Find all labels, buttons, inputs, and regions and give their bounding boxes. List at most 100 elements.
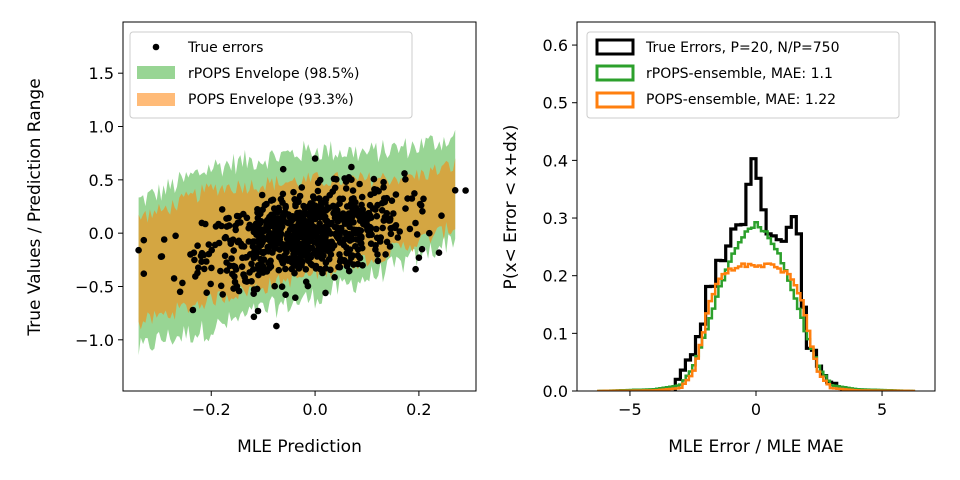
scatter-point xyxy=(255,224,263,232)
legend-swatch-true-errors-hist xyxy=(595,38,635,56)
scatter-point xyxy=(243,253,250,261)
scatter-point xyxy=(172,232,179,240)
scatter-point xyxy=(365,215,372,223)
scatter-point xyxy=(406,225,414,233)
scatter-point xyxy=(370,175,378,183)
scatter-point xyxy=(348,176,355,183)
scatter-point xyxy=(198,219,206,227)
legend-marker-true-errors xyxy=(152,43,160,51)
scatter-point xyxy=(380,184,387,191)
scatter-point xyxy=(378,207,386,214)
scatter-point xyxy=(208,264,215,272)
scatter-point xyxy=(251,238,259,245)
scatter-point xyxy=(249,266,257,273)
scatter-point xyxy=(282,291,289,299)
scatter-point xyxy=(222,233,229,241)
scatter-point xyxy=(349,252,356,259)
scatter-point xyxy=(329,188,337,195)
scatter-point xyxy=(413,231,421,238)
right-x-tick-label: 5 xyxy=(877,400,887,419)
scatter-point xyxy=(195,264,202,272)
scatter-point xyxy=(291,196,298,203)
legend-label-pops-ensemble: POPS-ensemble, MAE: 1.22 xyxy=(646,92,836,108)
scatter-point xyxy=(390,210,397,217)
right-y-axis-label: P(x< Error < x+dx) xyxy=(501,125,521,290)
scatter-point xyxy=(314,187,322,195)
scatter-point xyxy=(176,288,184,296)
scatter-point xyxy=(250,313,258,321)
scatter-point xyxy=(258,249,266,256)
scatter-point xyxy=(267,263,275,270)
left-x-axis-label: MLE Prediction xyxy=(237,437,362,457)
scatter-point xyxy=(366,223,374,231)
scatter-point xyxy=(412,265,419,273)
scatter-point xyxy=(354,246,362,253)
scatter-point xyxy=(285,236,292,244)
scatter-point xyxy=(310,195,318,202)
left-axes-frame xyxy=(122,21,477,392)
legend-label-true-errors: True errors xyxy=(187,40,263,56)
left-y-tick-label: 1.0 xyxy=(89,118,114,137)
scatter-point xyxy=(230,285,237,292)
scatter-point xyxy=(269,214,277,222)
scatter-point xyxy=(290,259,297,267)
scatter-point xyxy=(426,229,433,237)
scatter-point xyxy=(235,287,243,295)
scatter-point xyxy=(313,228,321,236)
scatter-point xyxy=(435,249,443,256)
scatter-point xyxy=(338,212,346,219)
scatter-point xyxy=(248,278,255,285)
scatter-point xyxy=(419,208,426,215)
scatter-point xyxy=(294,215,302,222)
scatter-point xyxy=(322,195,330,203)
scatter-point xyxy=(275,266,283,274)
scatter-point xyxy=(387,230,395,238)
scatter-point xyxy=(325,204,333,212)
scatter-point xyxy=(217,282,225,290)
scatter-point xyxy=(192,273,199,280)
scatter-point xyxy=(319,269,326,277)
scatter-point xyxy=(229,236,237,243)
scatter-point xyxy=(380,178,387,186)
scatter-point xyxy=(260,236,268,243)
scatter-point xyxy=(373,212,381,220)
scatter-point xyxy=(294,209,301,217)
right-y-tick-label: 0.2 xyxy=(543,267,568,286)
scatter-point xyxy=(417,202,425,209)
scatter-point xyxy=(217,267,224,275)
scatter-point xyxy=(330,242,338,249)
left-y-axis: −1.0 −0.5 0.0 0.5 1.0 1.5 xyxy=(75,64,123,350)
scatter-point xyxy=(254,265,262,273)
scatter-point xyxy=(388,197,396,204)
right-y-tick-label: 0.1 xyxy=(543,324,568,343)
scatter-point xyxy=(263,218,270,226)
scatter-point xyxy=(218,206,226,213)
scatter-point xyxy=(318,204,325,211)
scatter-point xyxy=(248,260,255,268)
scatter-point xyxy=(396,228,404,235)
scatter-point xyxy=(249,223,257,230)
legend-swatch-rpops-ensemble xyxy=(595,64,635,82)
scatter-point xyxy=(267,257,274,265)
scatter-point xyxy=(254,307,262,315)
scatter-point xyxy=(218,222,225,230)
scatter-point xyxy=(304,282,312,290)
scatter-point xyxy=(336,263,344,271)
scatter-point xyxy=(380,195,388,202)
scatter-point xyxy=(374,201,381,209)
right-y-tick-label: 0.0 xyxy=(543,382,568,401)
scatter-point xyxy=(288,265,296,273)
scatter-point xyxy=(379,224,387,232)
scatter-point xyxy=(418,245,426,253)
scatter-point xyxy=(308,244,316,252)
scatter-point xyxy=(278,283,286,291)
left-y-tick-label: −0.5 xyxy=(75,277,114,296)
scatter-point xyxy=(356,180,363,188)
scatter-point xyxy=(302,244,310,251)
scatter-point xyxy=(279,213,286,220)
scatter-point xyxy=(357,211,364,218)
left-x-tick-label: 0.2 xyxy=(406,400,431,419)
scatter-point xyxy=(336,239,344,246)
scatter-point xyxy=(305,202,313,210)
right-y-tick-label: 0.6 xyxy=(543,36,568,55)
